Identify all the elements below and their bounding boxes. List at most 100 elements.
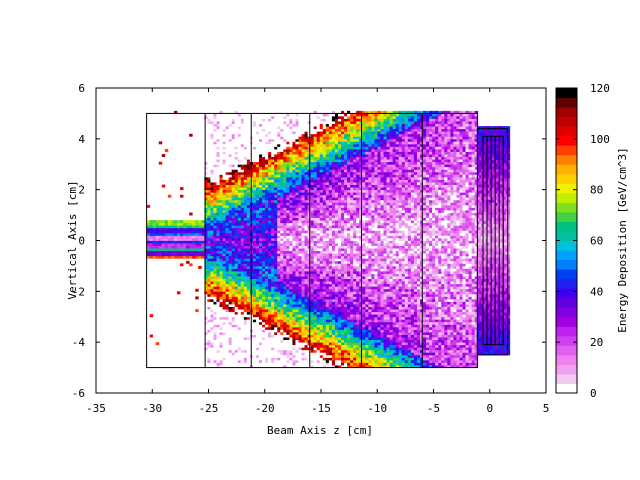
heatmap-cell bbox=[222, 347, 226, 351]
heatmap-cell bbox=[328, 199, 333, 203]
heatmap-cell bbox=[331, 182, 336, 185]
heatmap-cell bbox=[274, 174, 278, 178]
heatmap-cell bbox=[228, 184, 233, 188]
heatmap-cell bbox=[271, 362, 275, 366]
heatmap-cell bbox=[274, 283, 278, 287]
heatmap-cell bbox=[216, 141, 220, 145]
heatmap-cell bbox=[222, 311, 226, 315]
heatmap-cell bbox=[298, 354, 302, 358]
heatmap-cell bbox=[222, 263, 226, 267]
heatmap-cell bbox=[283, 215, 287, 219]
heatmap-cell bbox=[289, 237, 293, 241]
heatmap-cell bbox=[213, 192, 217, 196]
heatmap-cell bbox=[334, 215, 339, 219]
heatmap-cell bbox=[286, 349, 290, 353]
heatmap-cell bbox=[271, 304, 275, 307]
heatmap-cell bbox=[310, 314, 315, 318]
heatmap-cell bbox=[289, 121, 293, 124]
heatmap-cell bbox=[283, 286, 287, 290]
heatmap-cell bbox=[262, 110, 266, 114]
heatmap-cell bbox=[316, 365, 321, 368]
heatmap-cell bbox=[225, 329, 230, 333]
heatmap-cell bbox=[313, 189, 318, 193]
heatmap-cell bbox=[298, 255, 302, 259]
heatmap-cell bbox=[240, 217, 245, 221]
heatmap-cell bbox=[231, 245, 236, 249]
heatmap-cell bbox=[286, 271, 290, 274]
heatmap-cell bbox=[328, 123, 333, 127]
heatmap-cell bbox=[341, 115, 345, 119]
heatmap-cell bbox=[259, 220, 263, 224]
heatmap-cell bbox=[313, 337, 318, 341]
heatmap-cell bbox=[186, 222, 190, 226]
heatmap-cell bbox=[243, 342, 248, 346]
heatmap-cell bbox=[259, 250, 263, 254]
heatmap-cell bbox=[255, 123, 260, 127]
heatmap-cell bbox=[252, 332, 257, 335]
heatmap-cell bbox=[334, 189, 339, 193]
heatmap-cell bbox=[192, 222, 196, 226]
heatmap-cell bbox=[240, 187, 245, 191]
heatmap-cell bbox=[316, 136, 321, 140]
heatmap-cell bbox=[322, 156, 327, 160]
heatmap-cell bbox=[252, 141, 257, 145]
heatmap-cell bbox=[298, 365, 302, 368]
heatmap-cell bbox=[262, 225, 266, 229]
heatmap-cell bbox=[337, 192, 342, 196]
heatmap-cell bbox=[216, 271, 220, 274]
heatmap-cell bbox=[328, 207, 333, 211]
heatmap-cell bbox=[207, 293, 211, 297]
heatmap-cell bbox=[271, 210, 275, 213]
heatmap-cell bbox=[195, 225, 199, 229]
heatmap-cell bbox=[243, 263, 248, 267]
heatmap-cell bbox=[210, 316, 214, 320]
heatmap-cell bbox=[280, 286, 284, 290]
heatmap-cell bbox=[337, 194, 342, 198]
heatmap-cell bbox=[152, 248, 157, 252]
heatmap-cell bbox=[222, 161, 226, 165]
heatmap-cell bbox=[234, 197, 239, 201]
heatmap-cell bbox=[274, 298, 278, 302]
heatmap-cell bbox=[152, 225, 157, 229]
heatmap-cell bbox=[225, 202, 230, 206]
heatmap-cell bbox=[259, 271, 263, 274]
heatmap-cell bbox=[237, 237, 242, 241]
heatmap-cell bbox=[207, 324, 211, 328]
heatmap-cell bbox=[268, 159, 272, 163]
heatmap-cell bbox=[255, 164, 260, 168]
heatmap-cell bbox=[283, 354, 287, 358]
heatmap-cell bbox=[313, 174, 318, 178]
heatmap-cell bbox=[207, 126, 211, 130]
heatmap-cell bbox=[222, 149, 226, 152]
heatmap-cell bbox=[225, 141, 230, 145]
heatmap-cell bbox=[198, 227, 202, 231]
heatmap-cell bbox=[216, 207, 220, 211]
heatmap-cell bbox=[219, 113, 223, 117]
heatmap-cell bbox=[295, 169, 299, 173]
heatmap-cell bbox=[259, 128, 263, 132]
heatmap-cell bbox=[255, 199, 260, 203]
heatmap-cell bbox=[310, 248, 315, 252]
heatmap-cell bbox=[243, 222, 248, 226]
heatmap-cell bbox=[274, 337, 278, 341]
heatmap-cell bbox=[207, 321, 211, 325]
heatmap-cell bbox=[283, 359, 287, 363]
heatmap-cell bbox=[304, 250, 309, 254]
heatmap-cell bbox=[319, 250, 324, 254]
heatmap-cell bbox=[316, 296, 321, 300]
heatmap-cell bbox=[210, 128, 214, 132]
heatmap-cell bbox=[268, 301, 272, 305]
heatmap-cell bbox=[319, 159, 324, 163]
heatmap-cell bbox=[207, 288, 211, 292]
heatmap-cell bbox=[222, 113, 226, 117]
heatmap-cell bbox=[328, 243, 333, 246]
heatmap-cell bbox=[240, 321, 245, 325]
heatmap-cell bbox=[331, 321, 336, 325]
heatmap-cell bbox=[334, 296, 339, 300]
heatmap-cell bbox=[337, 276, 342, 280]
heatmap-cell bbox=[216, 248, 220, 252]
heatmap-cell bbox=[313, 243, 318, 246]
heatmap-cell bbox=[204, 121, 208, 124]
heatmap-cell bbox=[319, 329, 324, 333]
heatmap-cell bbox=[237, 296, 242, 300]
